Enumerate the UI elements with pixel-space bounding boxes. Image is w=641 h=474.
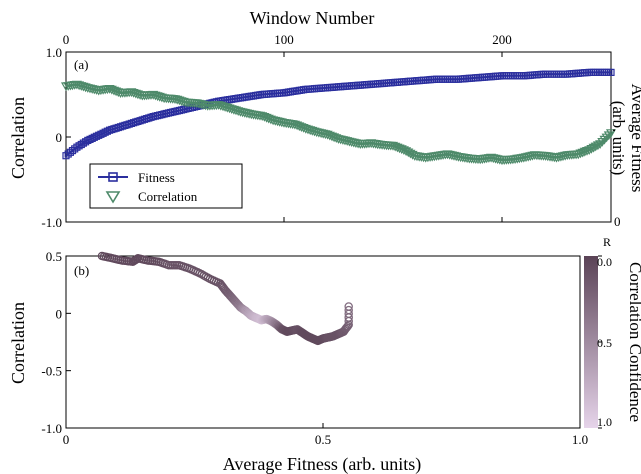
- colorbar: R 0.0 0.5 1.0 Correlation Confidence: [584, 235, 641, 429]
- series-correlation-marker: [396, 145, 407, 155]
- panel-b-y-tick-label: -0.5: [41, 364, 62, 379]
- panel-a-y-tick-label: 1.0: [46, 45, 62, 60]
- colorbar-tick-label: 0.5: [597, 336, 612, 350]
- panel-b-x-tick-label: 1.0: [572, 432, 588, 447]
- panel-b: 0 0.5 1.0 0.5 0 -0.5 -1.0 (b) Average Fitness …: [8, 235, 641, 474]
- legend-fitness-marker: [108, 172, 118, 182]
- panel-b-x-tick-label: 0: [63, 432, 70, 447]
- panel-b-x-tick-label: 0.5: [315, 432, 331, 447]
- series-correlation-marker: [605, 129, 617, 139]
- series-correlation-marker: [573, 150, 584, 160]
- series-correlation-marker: [579, 147, 590, 157]
- panel-a-legend: Fitness Correlation: [89, 163, 243, 209]
- panel-a-y2-tick-label: 0: [614, 214, 621, 229]
- scatter-point: [344, 305, 353, 315]
- panel-b-y-axis-label: Correlation: [8, 302, 28, 384]
- series-fitness-line: [65, 71, 611, 157]
- colorbar-tick-label: 1.0: [597, 415, 612, 429]
- series-fitness-marker: [101, 128, 109, 136]
- panel-b-label: (b): [74, 263, 89, 278]
- series-correlation-marker: [390, 142, 401, 152]
- colorbar-label: Correlation Confidence: [626, 262, 641, 422]
- scatter-point: [344, 302, 353, 311]
- panel-a-x-tick-label: 0: [63, 32, 70, 47]
- panel-b-y-tick-label: 0: [56, 306, 63, 321]
- panel-a-label: (a): [74, 57, 88, 72]
- panel-a-y-tick-label: 0: [56, 130, 63, 145]
- series-correlation-marker: [405, 149, 416, 159]
- series-fitness-marker: [134, 117, 142, 126]
- series-correlation-marker: [588, 143, 599, 153]
- legend-item-correlation: Correlation: [105, 189, 198, 204]
- legend-correlation-label: Correlation: [138, 189, 198, 204]
- series-fitness-marker: [125, 120, 133, 128]
- series-fitness-marker: [147, 113, 155, 121]
- panel-b-plot: [97, 251, 353, 346]
- series-fitness-marker: [123, 121, 131, 129]
- panel-a-y-axis-label: Correlation: [8, 97, 28, 179]
- panel-a-x-tick-label: 100: [274, 32, 294, 47]
- panel-b-x-axis-label: Average Fitness (arb. units): [223, 454, 422, 474]
- legend-correlation-marker: [105, 191, 121, 204]
- panel-a-plot: [60, 68, 617, 166]
- panel-a-y2-axis-label-line2: (arb. units): [609, 101, 628, 176]
- colorbar-tick-label: 0.0: [597, 255, 612, 269]
- panel-b-axes: 0 0.5 1.0 0.5 0 -0.5 -1.0: [41, 249, 588, 447]
- scatter-point: [343, 321, 352, 331]
- panel-a-x-tick-label: 200: [492, 32, 512, 47]
- colorbar-ticks: 0.0 0.5 1.0: [597, 255, 612, 429]
- series-correlation-marker: [584, 146, 595, 156]
- legend-item-fitness: Fitness: [98, 170, 175, 185]
- legend-fitness-label: Fitness: [138, 170, 175, 185]
- series-correlation-marker: [592, 141, 603, 151]
- legend-box: [89, 163, 243, 209]
- colorbar-top-letter: R: [603, 235, 611, 249]
- series-correlation-marker: [575, 149, 586, 159]
- panel-a-y-tick-label: -1.0: [41, 215, 62, 230]
- series-fitness-marker: [607, 68, 615, 77]
- series-correlation-marker: [586, 145, 597, 154]
- series-correlation-marker: [577, 148, 588, 158]
- colorbar-gradient: [584, 256, 598, 428]
- panel-b-y-tick-label: -1.0: [41, 421, 62, 436]
- series-correlation-marker: [590, 142, 601, 152]
- panel-a-y2-axis-label-line1: Average Fitness: [628, 84, 641, 193]
- panel-a-x-axis-label: Window Number: [250, 8, 375, 28]
- series-correlation-marker: [581, 147, 593, 156]
- panel-b-y-tick-label: 0.5: [46, 249, 62, 264]
